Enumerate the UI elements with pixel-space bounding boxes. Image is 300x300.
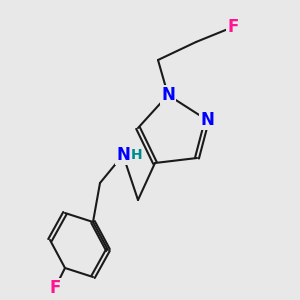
- Text: F: F: [49, 279, 61, 297]
- Text: F: F: [227, 18, 239, 36]
- Text: N: N: [116, 146, 130, 164]
- Text: H: H: [131, 148, 143, 162]
- Text: N: N: [200, 111, 214, 129]
- Text: N: N: [161, 86, 175, 104]
